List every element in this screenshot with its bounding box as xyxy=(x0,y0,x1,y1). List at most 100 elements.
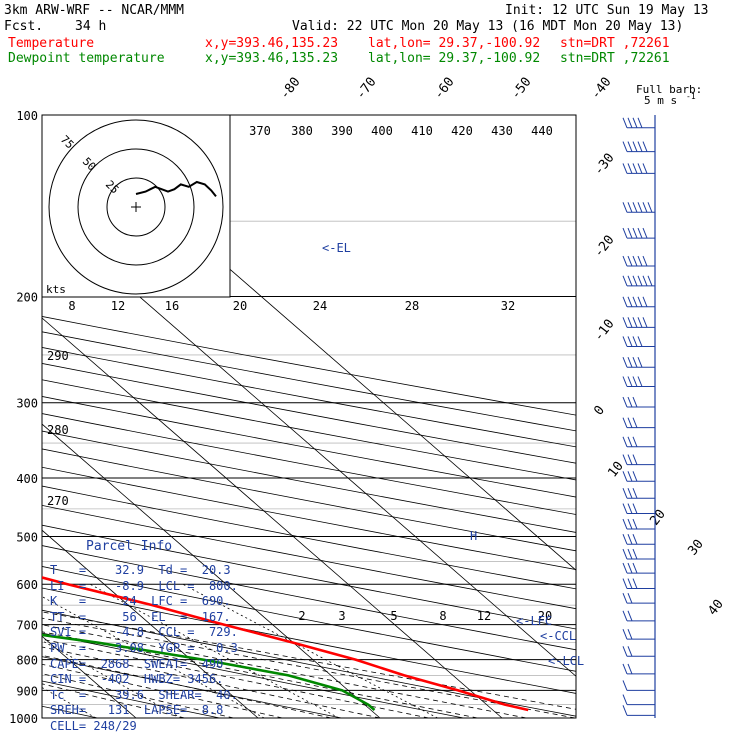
isotherm-label--80: -80 xyxy=(277,75,303,103)
hodograph-ring-1 xyxy=(77,148,195,266)
wind-barb-flag xyxy=(627,610,633,622)
isotherm-20 xyxy=(42,423,381,719)
isotherm-label-40: 40 xyxy=(705,597,726,619)
wind-barb-flag xyxy=(627,436,633,447)
barb-legend-unit: -1 xyxy=(686,92,696,101)
dewpoint-profile xyxy=(42,633,376,711)
wind-barb-flag xyxy=(632,548,638,560)
wind-barb-flag xyxy=(632,503,638,514)
wind-barb-flag xyxy=(622,518,628,530)
moist-label-12: 12 xyxy=(111,299,125,313)
wind-barb-flag xyxy=(622,202,628,213)
theta-left-label-270: 270 xyxy=(47,494,69,508)
forecast-label: Fcst. xyxy=(4,19,44,34)
wind-barb-flag xyxy=(622,163,628,174)
wind-barb-flag xyxy=(637,163,643,174)
plot-frame xyxy=(41,114,577,719)
wind-barb-flag xyxy=(627,163,633,174)
wind-barb-flag xyxy=(622,503,628,514)
moist-adiabat-20 xyxy=(42,646,381,719)
dry-adiabat-470 xyxy=(42,316,576,416)
isotherm-label--70: -70 xyxy=(353,75,379,103)
isotherm-label--60: -60 xyxy=(431,75,457,103)
valid-time: Valid: 22 UTC Mon 20 May 13 (16 MDT Mon … xyxy=(292,19,684,34)
h-marker: H xyxy=(470,529,477,543)
hodograph-ring-0 xyxy=(106,177,166,237)
dry-adiabat-290 xyxy=(42,656,342,719)
isotherm-label-10: 10 xyxy=(605,459,626,481)
wind-barb-flag xyxy=(622,534,628,545)
wind-barb-flag xyxy=(642,317,648,328)
wind-barb-flag xyxy=(622,578,628,589)
wind-barb-flag xyxy=(627,275,633,287)
wind-barb-flag xyxy=(622,376,628,387)
wind-barb-flag xyxy=(642,255,648,267)
wind-barb-flag xyxy=(627,255,633,267)
wind-barb-flag xyxy=(622,471,628,482)
temperature-station: stn=DRT ,72261 xyxy=(560,36,670,51)
wind-barb-flag xyxy=(637,202,643,213)
wind-barb-flag xyxy=(642,296,648,307)
dewpoint-station: stn=DRT ,72261 xyxy=(560,51,670,66)
dry-adiabat-320 xyxy=(42,587,576,694)
wind-barb-flag xyxy=(642,163,648,174)
wind-barb-flag xyxy=(627,202,633,213)
wind-barb-flag xyxy=(632,255,638,267)
wind-barb-flag xyxy=(647,275,653,287)
wind-barb-flag xyxy=(627,117,633,128)
isotherm--10 xyxy=(0,115,14,718)
dry-adiabat-460 xyxy=(42,331,576,432)
parcel-info-row: CAPE= 2868 SWEAT= 490 xyxy=(50,656,224,671)
isotherm-label-20: 20 xyxy=(647,507,668,529)
wind-barb-flag xyxy=(622,417,628,428)
wind-barb-flag xyxy=(637,296,643,307)
mixing-ratio-label-3: 3 xyxy=(338,609,345,623)
wind-barb-flag xyxy=(627,227,633,239)
theta-label-420: 420 xyxy=(451,124,473,138)
pressure-label-600: 600 xyxy=(16,578,38,592)
wind-barb-flag xyxy=(647,202,653,213)
wind-barb-flag xyxy=(622,548,628,560)
wind-barb-flag xyxy=(622,705,628,716)
moist-label-28: 28 xyxy=(405,299,419,313)
isotherm-label-30: 30 xyxy=(685,537,706,559)
isotherm-10 xyxy=(42,529,259,719)
wind-barb-flag xyxy=(627,336,633,347)
wind-barb-flag xyxy=(622,592,628,604)
el-marker: <-EL xyxy=(322,241,351,255)
wind-barb-flag xyxy=(622,454,628,465)
wind-barb-flag xyxy=(622,336,628,347)
wind-barb-flag xyxy=(622,646,628,657)
isotherm-label--50: -50 xyxy=(508,75,534,103)
wind-barb-flag xyxy=(627,471,633,482)
wind-barb-flag xyxy=(622,357,628,368)
wind-barb-flag xyxy=(627,578,633,589)
wind-barb-flag xyxy=(637,317,643,328)
wind-barb-flag xyxy=(627,296,633,307)
theta-left-label-280: 280 xyxy=(47,423,69,437)
hodograph-ring-2 xyxy=(48,119,224,295)
wind-barb-flag xyxy=(632,275,638,287)
parcel-info-row: SREH= 131 LAPSE= 8.8 xyxy=(50,703,224,718)
wind-barb-flag xyxy=(632,163,638,174)
pressure-label-700: 700 xyxy=(16,619,38,633)
temperature-profile xyxy=(42,576,529,712)
isotherm-label--10: -10 xyxy=(591,317,617,345)
mixing-ratio-label-5: 5 xyxy=(390,609,397,623)
wind-barb-flag xyxy=(632,471,638,482)
hodograph-trace xyxy=(135,180,217,198)
wind-barb-flag xyxy=(637,141,643,152)
wind-barb-flag xyxy=(642,202,648,213)
wind-barb-flag xyxy=(627,592,633,604)
dry-adiabat-350 xyxy=(42,524,576,630)
wind-barb-flag xyxy=(632,454,638,465)
pressure-label-300: 300 xyxy=(16,397,38,411)
theta-label-400: 400 xyxy=(371,124,393,138)
dry-adiabat-360 xyxy=(42,504,576,610)
moist-adiabat-12 xyxy=(42,663,283,719)
init-time: Init: 12 UTC Sun 19 May 13 xyxy=(505,3,709,18)
wind-barb-flag xyxy=(627,562,633,574)
wind-barb-flag xyxy=(627,396,633,408)
wind-barb-flag xyxy=(632,317,638,328)
wind-barb-flag xyxy=(632,562,638,574)
